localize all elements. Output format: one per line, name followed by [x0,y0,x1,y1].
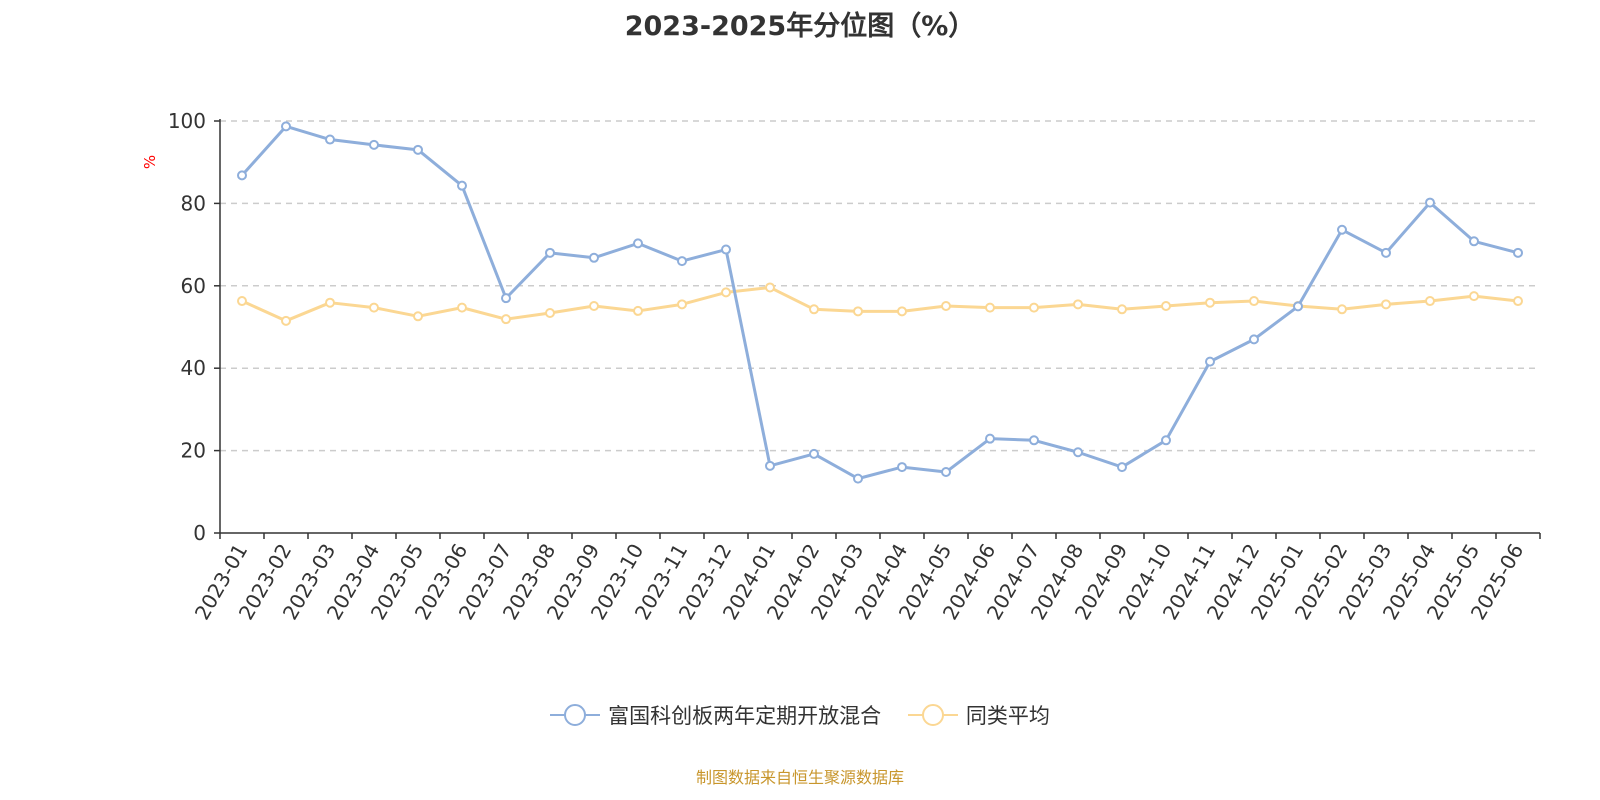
grid-layer [220,120,1540,452]
legend-item-fund[interactable]: 富国科创板两年定期开放混合 [550,700,881,730]
data-point-series-0 [1425,197,1435,208]
data-point-series-0 [985,433,995,444]
data-point-series-1 [1073,299,1083,310]
y-tick-label: 20 [181,439,206,463]
data-point-series-1 [677,299,687,310]
y-tick-label: 100 [168,109,206,133]
series-line-1 [241,285,1519,323]
data-point-series-0 [501,293,511,304]
data-point-series-0 [237,170,247,181]
data-point-series-1 [1513,296,1523,307]
data-point-series-1 [1029,302,1039,313]
data-point-series-0 [281,121,291,132]
y-tick-label: 0 [193,521,206,545]
data-point-series-0 [1337,224,1347,235]
data-point-series-1 [369,302,379,313]
data-point-series-0 [413,144,423,155]
data-point-series-0 [1381,247,1391,258]
axis-layer: 0204060801002023-012023-022023-032023-04… [168,109,1541,624]
data-point-series-0 [897,462,907,473]
data-point-series-0 [1249,334,1259,345]
data-point-series-1 [633,305,643,316]
series-line-0 [240,124,1519,481]
data-point-series-1 [457,302,467,313]
y-tick-label: 40 [181,356,206,380]
data-point-series-1 [1425,296,1435,307]
data-point-series-1 [501,314,511,325]
y-tick-label: 80 [181,191,206,215]
data-point-series-1 [589,300,599,311]
data-point-series-1 [1205,297,1215,308]
data-point-series-1 [809,304,819,315]
data-point-series-0 [545,247,555,258]
data-point-series-0 [633,238,643,249]
data-point-series-0 [325,134,335,145]
source-note: 制图数据来自恒生聚源数据库 [695,768,904,787]
data-point-series-1 [1337,304,1347,315]
data-point-series-0 [853,473,863,484]
data-point-series-0 [1029,435,1039,446]
data-point-series-0 [1117,462,1127,473]
chart-title: 2023-2025年分位图（%） [624,11,976,42]
data-point-series-0 [369,139,379,150]
data-point-series-1 [1117,304,1127,315]
legend-label-average: 同类平均 [965,704,1050,728]
legend: 富国科创板两年定期开放混合 同类平均 [0,700,1600,733]
data-point-series-1 [1381,299,1391,310]
data-point-series-0 [765,460,775,471]
data-point-series-0 [1205,356,1215,367]
y-tick-label: 60 [181,274,206,298]
data-point-series-0 [677,256,687,267]
data-point-series-0 [1073,447,1083,458]
series-layer [237,121,1523,484]
data-point-series-0 [721,244,731,255]
data-point-series-0 [1513,247,1523,258]
data-point-series-1 [1249,296,1259,307]
data-point-series-0 [457,180,467,191]
legend-item-average[interactable]: 同类平均 [907,700,1050,730]
data-point-series-1 [237,296,247,307]
data-point-series-0 [809,448,819,459]
legend-marker-fund [550,704,601,726]
legend-label-fund: 富国科创板两年定期开放混合 [608,704,882,728]
data-point-series-1 [721,287,731,298]
y-axis-label: % [141,155,159,169]
data-point-series-1 [985,302,995,313]
data-point-series-0 [1161,435,1171,446]
data-point-series-1 [545,307,555,318]
data-point-series-1 [941,300,951,311]
data-point-series-0 [1469,236,1479,247]
data-point-series-0 [589,252,599,263]
data-point-series-1 [325,297,335,308]
data-point-series-0 [1293,301,1303,312]
data-point-series-1 [765,282,775,293]
data-point-series-1 [897,306,907,317]
data-point-series-1 [281,315,291,326]
data-point-series-1 [853,306,863,317]
data-point-series-1 [1469,291,1479,302]
legend-marker-average [907,704,958,726]
data-point-series-1 [1161,300,1171,311]
data-point-series-1 [413,311,423,322]
data-point-series-0 [941,467,951,478]
